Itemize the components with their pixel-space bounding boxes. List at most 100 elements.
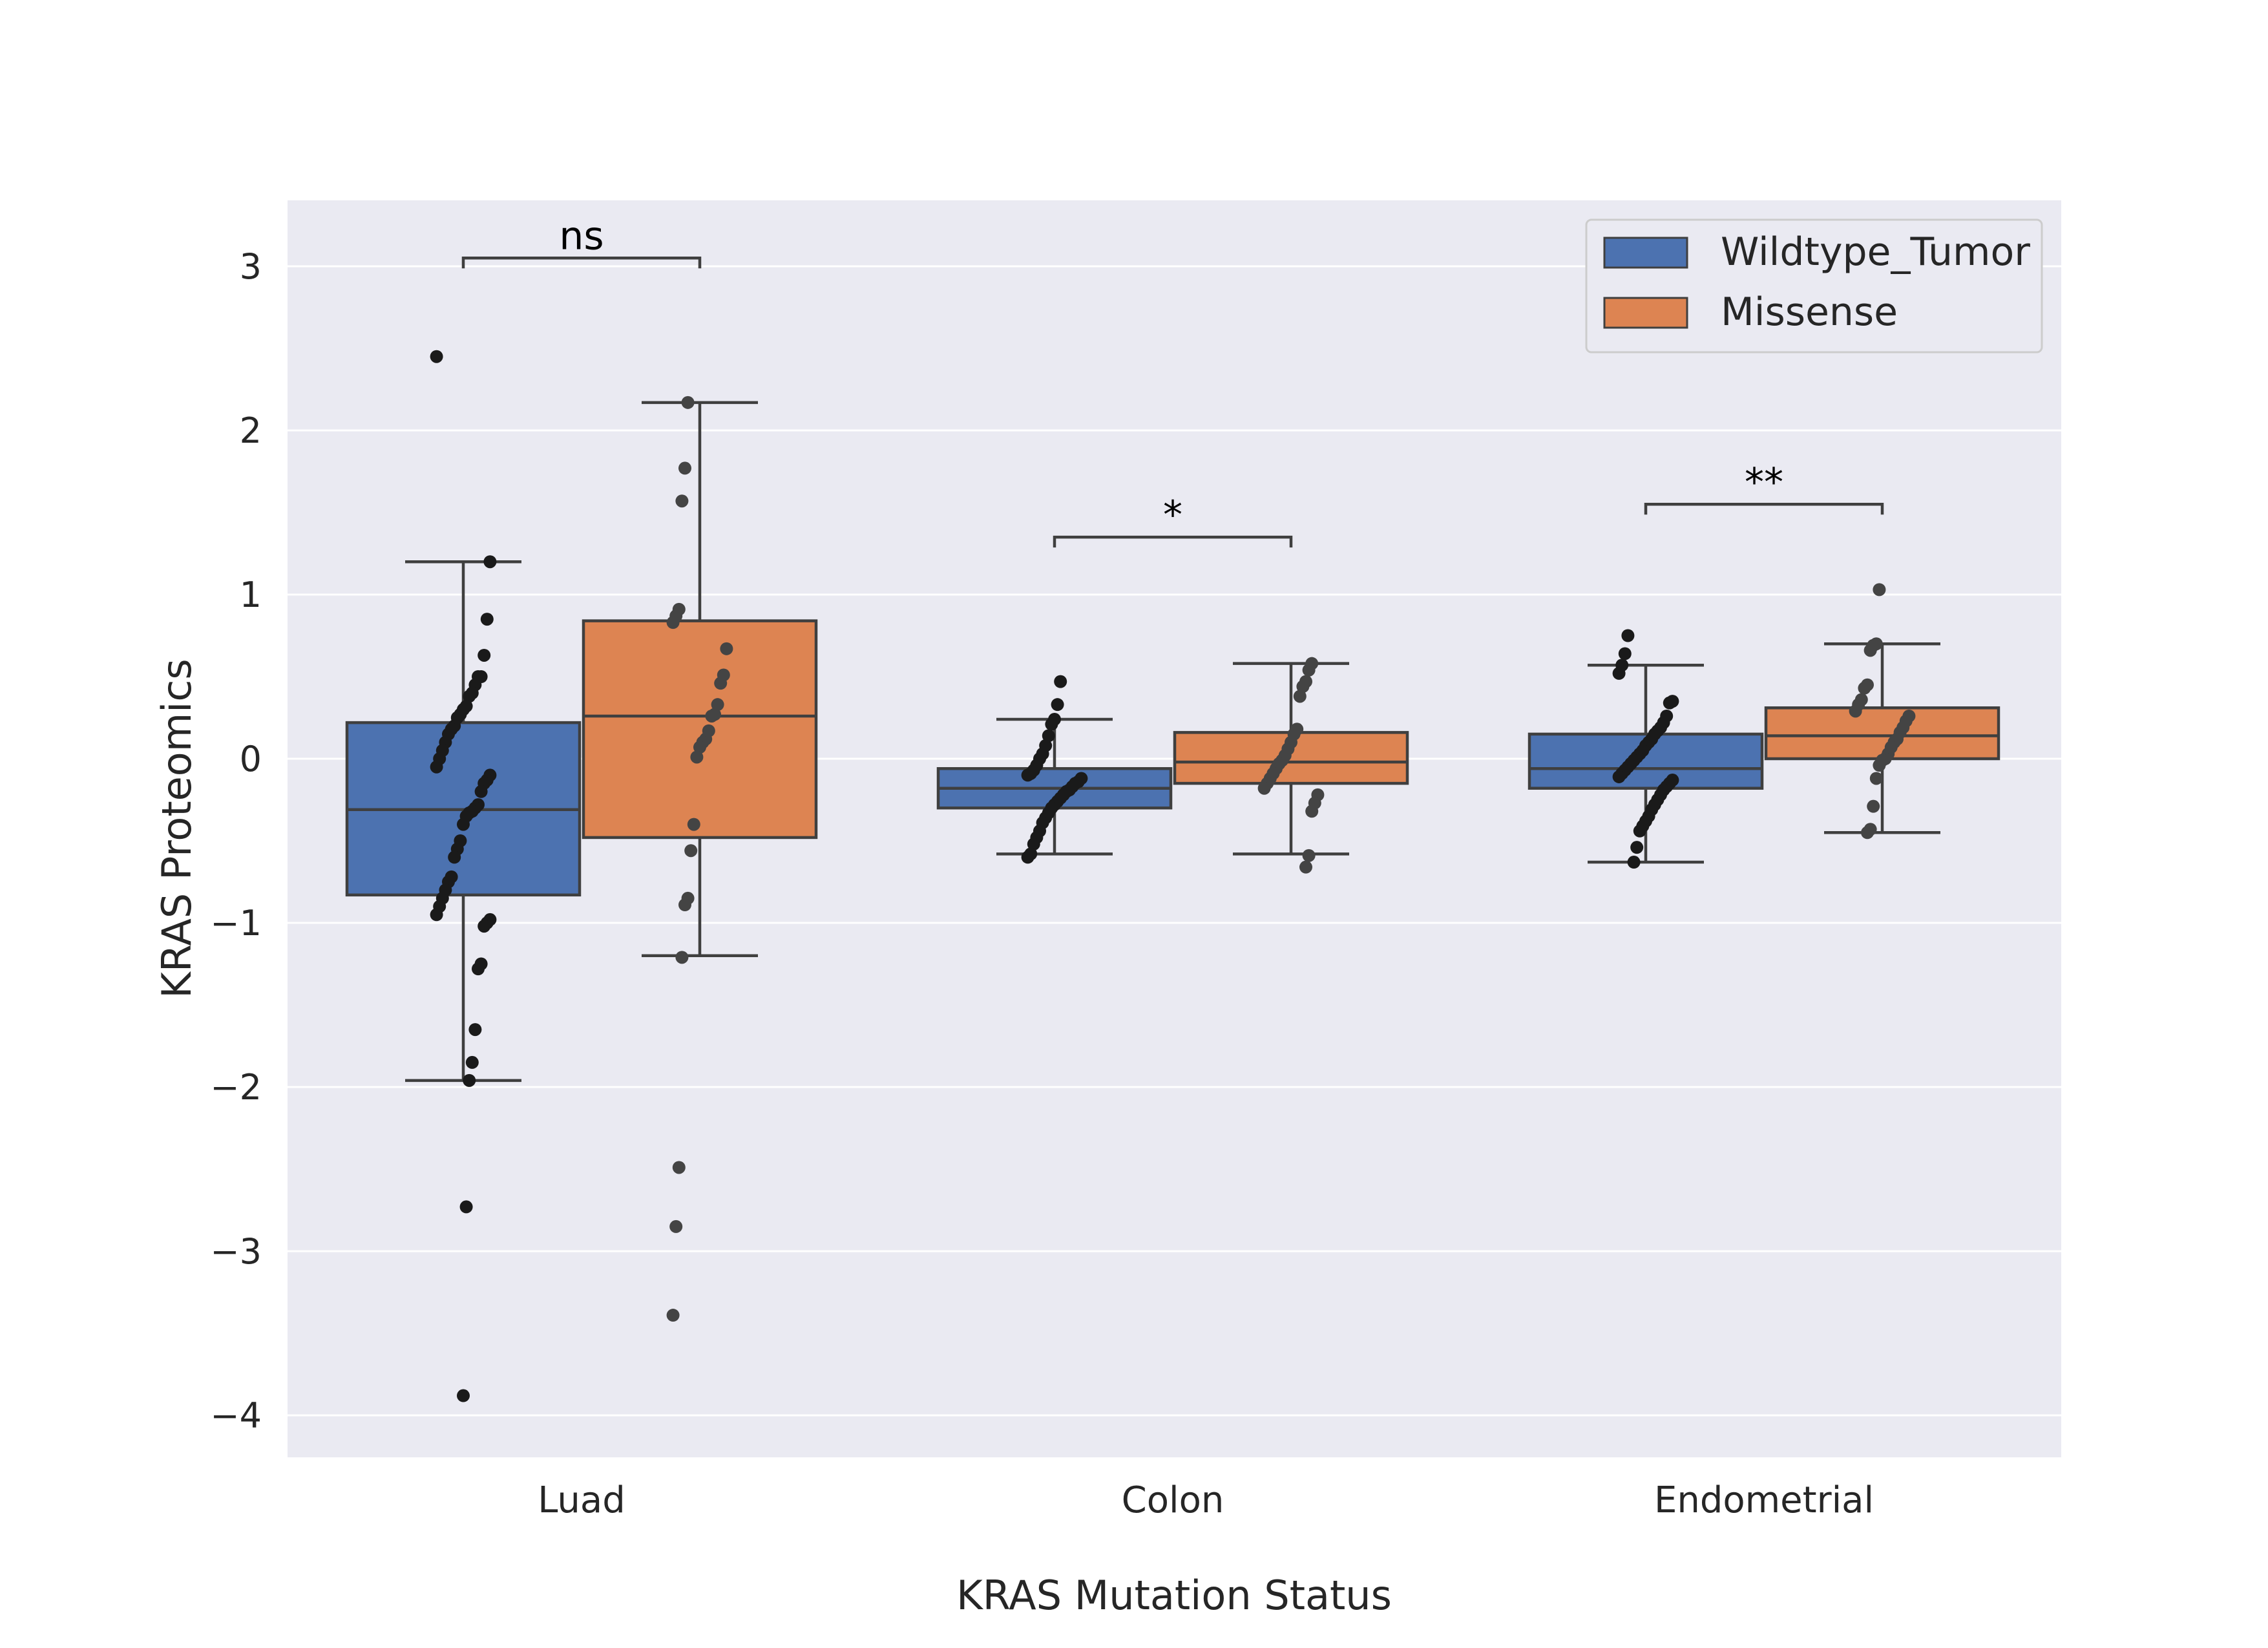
data-point	[690, 750, 704, 764]
data-point	[1305, 805, 1319, 818]
data-point	[1627, 856, 1641, 869]
data-point	[1051, 698, 1064, 712]
x-axis-label: KRAS Mutation Status	[956, 1572, 1392, 1619]
data-point	[1257, 781, 1271, 795]
data-point	[705, 709, 719, 723]
y-tick-label: −2	[210, 1067, 262, 1108]
data-point	[1618, 647, 1632, 660]
data-point	[480, 613, 494, 626]
data-point	[1042, 729, 1055, 743]
legend: Wildtype_Tumor Missense	[1585, 218, 2043, 354]
y-tick-label: 0	[240, 739, 262, 779]
x-tick-label: Endometrial	[1654, 1479, 1874, 1521]
y-tick-label: 1	[240, 575, 262, 615]
data-point	[478, 920, 491, 933]
data-point	[457, 1389, 470, 1402]
box-missense-luad	[582, 401, 818, 958]
significance-label: **	[1745, 460, 1783, 505]
x-tick-labels: Luad Colon Endometrial	[538, 1479, 1874, 1521]
data-point	[1861, 826, 1874, 840]
data-point	[1858, 681, 1871, 695]
legend-frame	[1585, 218, 2043, 354]
significance-label: ns	[559, 213, 604, 259]
data-point	[720, 642, 733, 655]
data-point	[693, 741, 706, 754]
data-point	[1302, 663, 1316, 677]
data-point	[474, 785, 488, 798]
data-point	[1849, 704, 1862, 718]
y-tick-label: −3	[210, 1231, 262, 1272]
data-point	[483, 555, 497, 569]
bracket-line	[1053, 535, 1293, 548]
data-point	[1867, 799, 1880, 813]
data-point	[684, 844, 698, 858]
significance-bracket: **	[1644, 460, 1884, 515]
data-point	[1021, 850, 1034, 864]
data-point	[465, 1055, 479, 1069]
data-point	[478, 648, 491, 662]
data-point	[1612, 770, 1626, 783]
y-tick-label: −4	[210, 1395, 262, 1436]
data-point	[1027, 838, 1040, 851]
data-point	[430, 350, 443, 363]
legend-label-missense: Missense	[1721, 290, 1898, 335]
data-point	[1633, 824, 1646, 838]
data-point	[1021, 768, 1034, 782]
data-point	[1663, 696, 1676, 710]
data-point	[1864, 644, 1877, 657]
bracket-line	[1644, 503, 1884, 515]
data-point	[678, 461, 691, 475]
data-point	[430, 908, 443, 922]
data-point	[459, 1200, 473, 1214]
y-tick-label: 3	[240, 246, 262, 287]
data-point	[463, 1073, 476, 1087]
data-point	[1621, 629, 1635, 642]
significance-label: *	[1163, 492, 1182, 538]
y-axis-label: KRAS Proteomics	[153, 659, 200, 998]
x-tick-label: Colon	[1122, 1479, 1224, 1521]
legend-label-wildtype: Wildtype_Tumor	[1721, 229, 2030, 275]
data-point	[430, 760, 443, 774]
data-point	[714, 677, 728, 690]
legend-swatch-wildtype	[1603, 237, 1688, 269]
data-point	[1299, 860, 1312, 874]
data-point	[1873, 583, 1886, 597]
y-tick-labels: −4 −3 −2 −1 0 1 2 3	[210, 246, 262, 1436]
data-point	[678, 898, 691, 912]
data-point	[1054, 675, 1067, 688]
data-point	[687, 818, 700, 831]
data-point	[468, 1023, 482, 1037]
data-point	[666, 616, 680, 629]
bracket-line	[461, 257, 702, 269]
data-point	[666, 1309, 680, 1322]
data-point	[463, 690, 476, 703]
data-point	[1630, 841, 1644, 854]
data-point	[711, 698, 724, 712]
box-body	[582, 619, 818, 840]
y-tick-label: −1	[210, 903, 262, 944]
data-point	[1873, 759, 1886, 772]
x-tick-label: Luad	[538, 1479, 625, 1521]
legend-swatch-missense	[1603, 297, 1688, 329]
data-points	[430, 350, 1916, 1402]
data-point	[672, 1161, 686, 1174]
data-point	[669, 1220, 683, 1233]
significance-bracket: *	[1053, 492, 1293, 548]
significance-bracket: ns	[461, 213, 702, 269]
data-point	[457, 818, 470, 831]
data-point	[1612, 666, 1626, 680]
data-point	[1302, 849, 1316, 862]
data-point	[675, 951, 689, 964]
significance-annotations: ns***	[461, 213, 1884, 548]
data-point	[448, 850, 461, 864]
data-point	[1293, 690, 1307, 703]
y-tick-label: 2	[240, 410, 262, 451]
data-point	[1045, 717, 1058, 731]
data-point	[1296, 680, 1310, 693]
data-point	[472, 962, 485, 976]
box-body	[1764, 706, 2000, 761]
data-point	[681, 396, 695, 409]
data-point	[675, 494, 689, 508]
grid-lines	[288, 265, 2061, 1417]
